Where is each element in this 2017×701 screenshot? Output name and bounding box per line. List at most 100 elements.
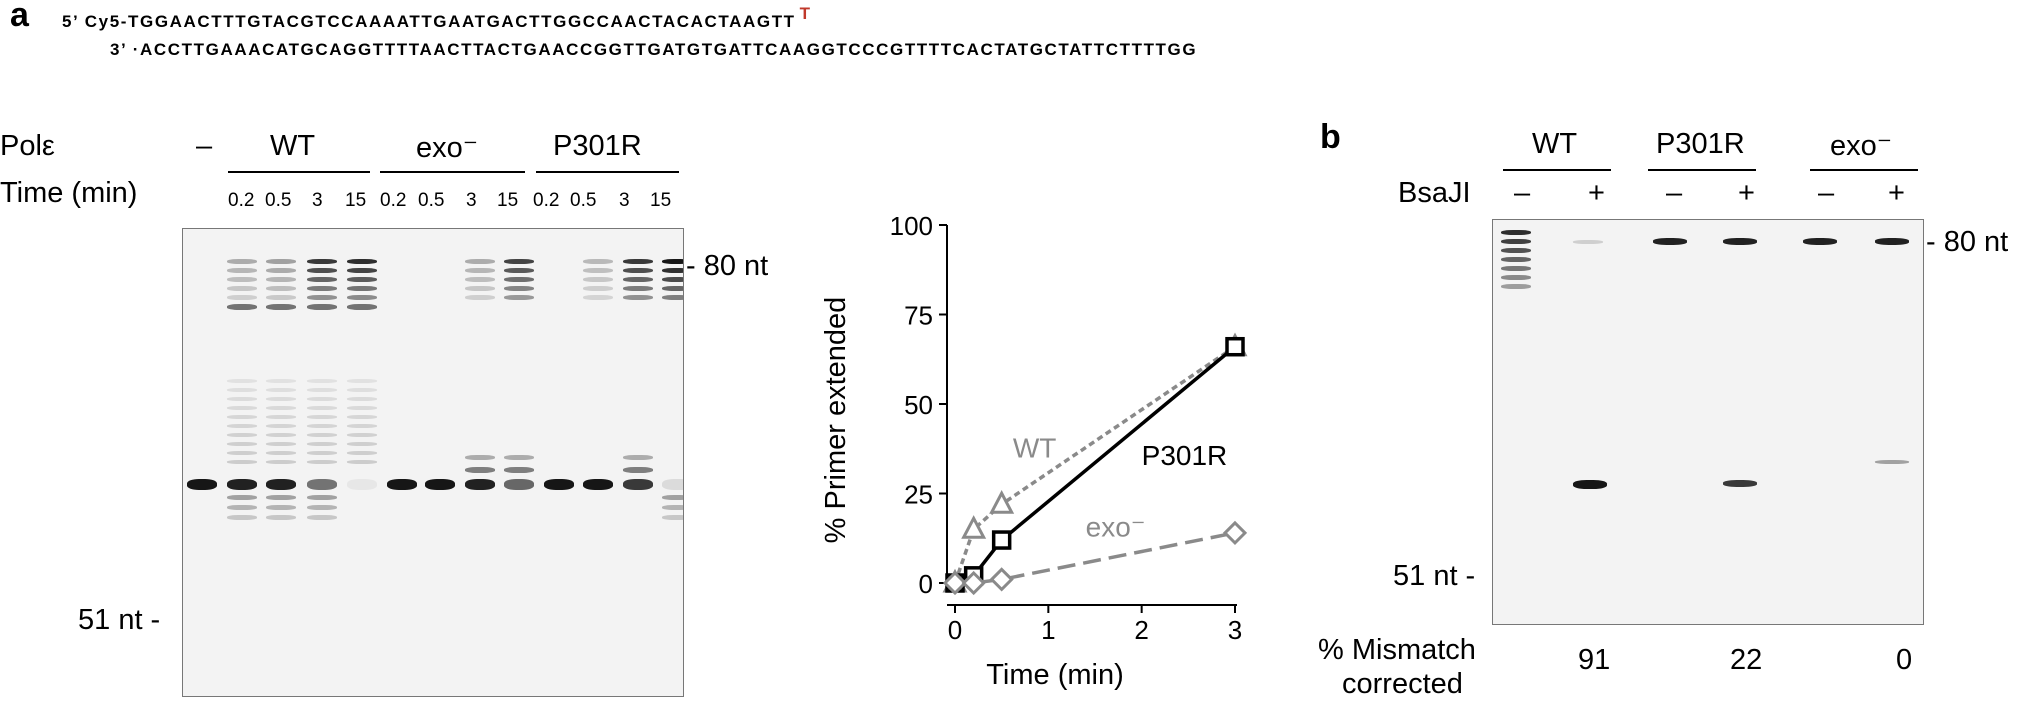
chart-x-label: Time (min)	[986, 659, 1123, 691]
gel-image-b	[1492, 219, 1924, 625]
gel-band	[465, 295, 495, 300]
lane-sign: –	[1514, 177, 1531, 209]
gel-band	[227, 442, 257, 446]
gel-band	[1803, 238, 1837, 245]
gel-band	[347, 286, 377, 291]
gel-band	[347, 259, 377, 264]
gel-band	[266, 442, 296, 446]
gel-band	[662, 268, 683, 273]
gel-image-a	[182, 228, 684, 697]
group-line-b-p301r	[1648, 169, 1756, 171]
gel-band	[227, 479, 257, 490]
gel-band	[266, 379, 296, 383]
gel-band	[662, 505, 683, 510]
gel-band	[347, 304, 377, 310]
gel-band	[227, 397, 257, 401]
gel-band	[266, 259, 296, 264]
group-label-b-wt: WT	[1532, 128, 1578, 160]
gel-band	[1501, 284, 1531, 289]
time-label: 0.5	[418, 190, 445, 211]
gel-band	[1501, 275, 1531, 280]
gel-band	[307, 442, 337, 446]
lane-sign: +	[1888, 177, 1905, 209]
group-line-b-exo	[1810, 169, 1918, 171]
gel-band	[347, 442, 377, 446]
gel-band	[504, 268, 534, 273]
gel-band	[227, 433, 257, 437]
group-label-b-exo: exo⁻	[1830, 130, 1893, 162]
gel-band	[347, 268, 377, 273]
time-label: 0.5	[570, 190, 597, 211]
pol-row-label: Polε	[0, 130, 55, 162]
gel-band	[266, 397, 296, 401]
gel-band	[347, 397, 377, 401]
gel-band	[662, 286, 683, 291]
series-label: WT	[1013, 433, 1057, 464]
gel-band	[1501, 248, 1531, 253]
gel-band	[307, 277, 337, 282]
gel-band	[465, 286, 495, 291]
gel-band	[465, 479, 495, 490]
gel-band	[623, 479, 653, 490]
gel-band	[347, 424, 377, 428]
gel-band	[266, 424, 296, 428]
mismatch-value-exo: 0	[1896, 644, 1913, 676]
sequence-top-strand: 5’ Cy5-TGGAACTTTGTACGTCCAAAATTGAATGACTTG…	[62, 4, 812, 32]
gel-band	[347, 460, 377, 464]
gel-band	[266, 304, 296, 310]
time-label: 3	[312, 190, 323, 211]
gel-band	[504, 295, 534, 300]
gel-band	[1501, 230, 1531, 235]
gel-band	[465, 268, 495, 273]
gel-band	[266, 286, 296, 291]
gel-band	[227, 460, 257, 464]
gel-band	[307, 397, 337, 401]
gel-band	[465, 467, 495, 473]
gel-band	[307, 479, 337, 490]
gel-band	[1875, 460, 1909, 464]
gel-band	[662, 259, 683, 264]
gel-band	[307, 451, 337, 455]
lane-sign: –	[1666, 177, 1683, 209]
marker-80nt-a: - 80 nt	[686, 250, 769, 282]
group-line-p301r	[536, 171, 679, 173]
gel-band	[662, 295, 683, 300]
time-label: 0.5	[265, 190, 292, 211]
gel-band	[347, 406, 377, 410]
panel-b-letter: b	[1320, 118, 1341, 156]
gel-band	[266, 277, 296, 282]
gel-band	[662, 277, 683, 282]
x-tick-label: 0	[948, 615, 962, 645]
gel-band	[583, 259, 613, 264]
gel-band	[266, 433, 296, 437]
panel-a-letter: a	[10, 0, 29, 34]
group-line-b-wt	[1503, 169, 1611, 171]
gel-band	[1501, 257, 1531, 262]
gel-band	[662, 495, 683, 500]
group-line-wt	[228, 171, 370, 173]
x-tick-label: 2	[1134, 615, 1148, 645]
gel-band	[227, 495, 257, 500]
group-label-wt: WT	[270, 130, 316, 162]
gel-band	[623, 286, 653, 291]
gel-band	[623, 259, 653, 264]
gel-band	[307, 259, 337, 264]
series-label: P301R	[1142, 440, 1228, 471]
mismatch-value-wt: 91	[1578, 644, 1611, 676]
gel-band	[266, 406, 296, 410]
gel-band	[347, 277, 377, 282]
gel-band	[583, 286, 613, 291]
gel-band	[187, 479, 217, 490]
mismatch-label-line2: corrected	[1342, 668, 1463, 700]
gel-band	[227, 277, 257, 282]
gel-band	[1723, 238, 1757, 245]
y-tick-label: 100	[890, 211, 933, 241]
gel-band	[307, 268, 337, 273]
data-point-diamond	[942, 570, 968, 596]
gel-band	[504, 259, 534, 264]
enzyme-label: BsaJI	[1398, 177, 1471, 209]
data-point-square	[1225, 336, 1245, 357]
gel-band	[347, 479, 377, 490]
gel-band	[623, 295, 653, 300]
time-label: 15	[650, 190, 672, 211]
